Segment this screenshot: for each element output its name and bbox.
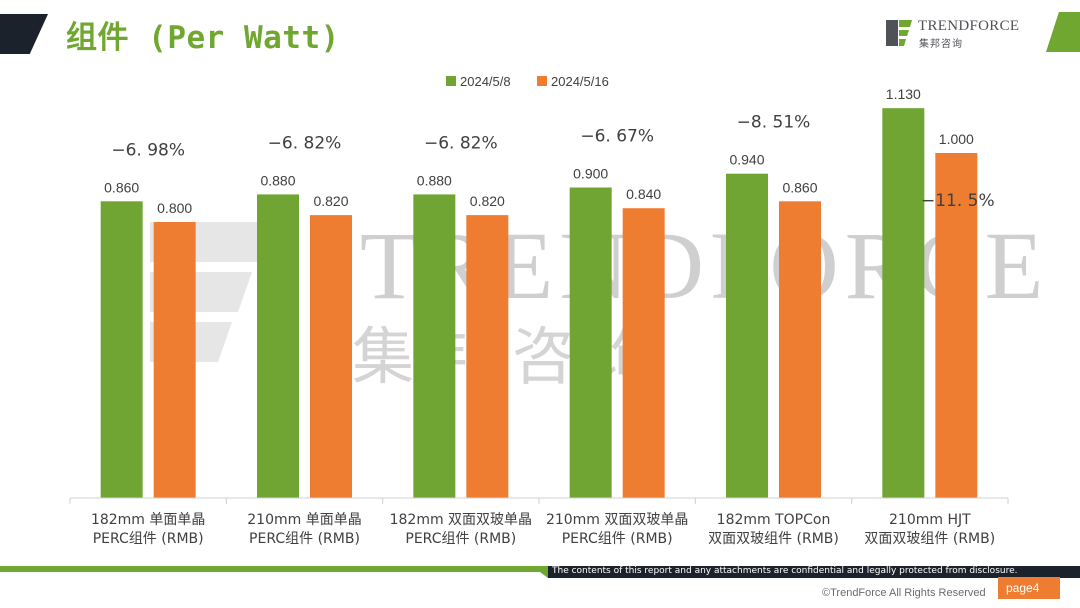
x-tick-label-1-1: PERC组件 (RMB) (249, 531, 360, 547)
chart-bars: 0.860 0.800 −6. 98% 0.880 0.820 −6. 82% 0.880 0… (100, 86, 995, 499)
x-tick-label-2-1: PERC组件 (RMB) (405, 531, 516, 547)
x-tick-label-5-0: 210mm HJT (889, 512, 971, 528)
legend-swatch-0 (446, 76, 456, 86)
footer-copyright: ©TrendForce All Rights Reserved (822, 587, 986, 599)
x-tick-label-3-1: PERC组件 (RMB) (562, 531, 673, 547)
page-number-badge: page4 (998, 577, 1060, 599)
data-label-1-4: 0.860 (782, 179, 817, 195)
change-annotation-2: −6. 82% (424, 133, 498, 153)
chart-x-axis: 182mm 单面单晶 PERC组件 (RMB) 210mm 单面单晶 PERC组件 (… (69, 497, 1009, 547)
footer-confidential-note: The contents of this report and any atta… (552, 566, 1018, 576)
data-label-0-4: 0.940 (729, 152, 764, 168)
trendforce-logo-icon (886, 20, 912, 46)
change-annotation-0: −6. 98% (111, 140, 185, 160)
footer-dark-band (548, 566, 1080, 578)
logo-name: TRENDFORCE (918, 18, 1020, 34)
chart-legend: 2024/5/8 2024/5/16 (446, 74, 609, 89)
bar-1-3 (622, 208, 665, 498)
bar-1-2 (466, 215, 509, 498)
data-label-0-5: 1.130 (886, 86, 921, 102)
bar-0-5 (882, 108, 925, 499)
data-label-1-3: 0.840 (626, 186, 661, 202)
change-annotation-1: −6. 82% (268, 133, 342, 153)
x-tick-label-1-0: 210mm 单面单晶 (247, 512, 361, 528)
change-annotation-4: −8. 51% (737, 113, 811, 133)
legend-swatch-1 (537, 76, 547, 86)
x-tick-label-4-1: 双面双玻组件 (RMB) (708, 531, 839, 547)
data-label-0-2: 0.880 (417, 172, 452, 188)
x-tick-label-5-1: 双面双玻组件 (RMB) (864, 531, 995, 547)
x-tick-label-0-1: PERC组件 (RMB) (93, 531, 204, 547)
bar-0-2 (413, 194, 456, 498)
x-tick-label-3-0: 210mm 双面双玻单晶 (546, 512, 688, 528)
bar-0-3 (569, 187, 612, 498)
change-annotation-5: −11. 5% (921, 191, 995, 211)
data-label-1-0: 0.800 (157, 200, 192, 216)
data-label-0-3: 0.900 (573, 166, 608, 182)
data-label-1-1: 0.820 (313, 193, 348, 209)
bar-0-1 (257, 194, 299, 498)
x-tick-label-2-0: 182mm 双面双玻单晶 (390, 512, 532, 528)
x-tick-label-0-0: 182mm 单面单晶 (91, 512, 205, 528)
bar-1-5 (935, 153, 978, 498)
data-label-0-1: 0.880 (260, 172, 295, 188)
data-label-1-2: 0.820 (470, 193, 505, 209)
page-title: 组件 (Per Watt) (66, 20, 340, 56)
data-label-1-5: 1.000 (939, 131, 974, 147)
logo-subtitle: 集邦咨询 (919, 39, 963, 50)
change-annotation-3: −6. 67% (580, 127, 654, 147)
legend-label-0: 2024/5/8 (460, 74, 511, 89)
bar-1-4 (779, 201, 821, 499)
bar-1-1 (310, 215, 352, 498)
trendforce-logo: TRENDFORCE 集邦咨询 (884, 16, 1024, 50)
legend-label-1: 2024/5/16 (551, 74, 609, 89)
footer-band (0, 566, 1080, 578)
data-label-0-0: 0.860 (104, 179, 139, 195)
bar-1-0 (153, 222, 196, 498)
x-tick-label-4-0: 182mm TOPCon (717, 512, 831, 528)
bar-0-4 (726, 173, 768, 498)
bar-0-0 (100, 201, 143, 499)
